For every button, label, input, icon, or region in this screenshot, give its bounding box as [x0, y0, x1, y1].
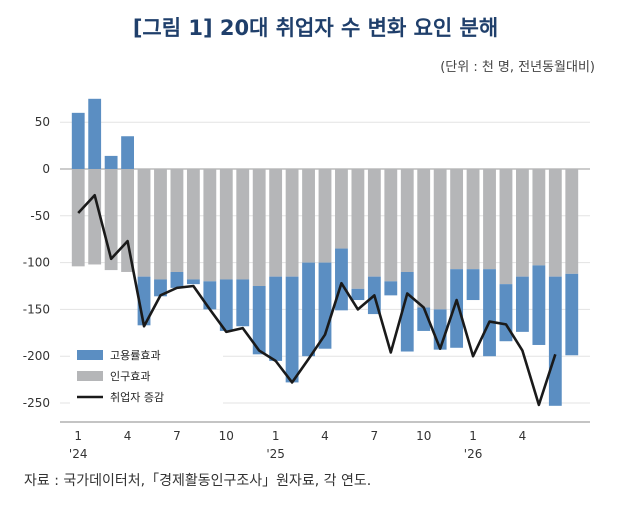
legend-population-swatch [77, 371, 103, 381]
legend-total-change-label: 취업자 증감 [110, 391, 164, 404]
bar-population [71, 169, 85, 267]
bar-population [154, 169, 167, 280]
bar-employment-rate [252, 286, 266, 355]
y-axis: 50 0 -50 -100 -150 -200 -250 [23, 115, 50, 410]
bar-population [483, 169, 496, 270]
x-tick-label: 1 [272, 429, 280, 443]
bar-population [186, 169, 200, 280]
bar-population [335, 169, 348, 249]
y-tick-label: 50 [35, 115, 50, 129]
legend-population-label: 인구효과 [110, 370, 150, 383]
bar-employment-rate [450, 269, 464, 348]
y-tick-label: -150 [23, 302, 50, 316]
bar-population [252, 169, 266, 286]
bar-population [400, 169, 414, 272]
bar-population [170, 169, 184, 272]
x-tick-label: 7 [371, 429, 379, 443]
bar-population [466, 169, 480, 270]
bar-employment-rate [186, 279, 200, 285]
bar-employment-rate [285, 276, 299, 383]
bar-population [302, 169, 315, 263]
bar-employment-rate [516, 276, 529, 332]
x-tick-label: 4 [321, 429, 329, 443]
bar-population [285, 169, 299, 277]
x-tick-label: 4 [519, 429, 527, 443]
y-tick-label: -200 [23, 349, 50, 363]
bar-population [417, 169, 431, 308]
bar-population [367, 169, 381, 277]
legend-employment-rate-label: 고용률효과 [110, 349, 161, 362]
x-year-label: '26 [464, 447, 483, 461]
bar-employment-rate [466, 269, 480, 301]
x-tick-label: 7 [173, 429, 181, 443]
bar-population [269, 169, 283, 277]
x-tick-label: 10 [416, 429, 431, 443]
x-tick-label: 4 [124, 429, 132, 443]
bar-employment-rate [269, 276, 283, 361]
x-year-label: '25 [266, 447, 285, 461]
legend-employment-rate-swatch [77, 350, 103, 360]
bar-population [236, 169, 250, 280]
bar-population [565, 169, 579, 274]
x-tick-label: 10 [219, 429, 234, 443]
bar-population [433, 169, 447, 310]
source-note: 자료 : 국가데이터처,「경제활동인구조사」원자료, 각 연도. [24, 473, 372, 489]
bar-population [516, 169, 529, 277]
y-tick-label: -100 [23, 256, 50, 270]
x-tick-label: 1 [469, 429, 477, 443]
bar-population [88, 169, 102, 265]
bar-employment-rate [400, 271, 414, 352]
bar-population [450, 169, 464, 270]
bar-employment-rate [548, 276, 562, 406]
x-year-label: '24 [69, 447, 88, 461]
bar-employment-rate [499, 284, 513, 342]
total-line-group [77, 193, 557, 407]
bar-population [121, 169, 134, 272]
bar-employment-rate [88, 98, 102, 169]
bar-employment-rate [351, 288, 365, 301]
bar-population [137, 169, 151, 277]
chart-title: [그림 1] 20대 취업자 수 변화 요인 분해 [132, 16, 499, 40]
y-tick-label: -50 [30, 209, 50, 223]
bar-employment-rate [433, 309, 447, 350]
bar-employment-rate [384, 281, 398, 296]
bar-population [318, 169, 332, 263]
bar-population [499, 169, 513, 285]
y-tick-label: 0 [42, 162, 50, 176]
bars [71, 98, 579, 406]
bar-employment-rate [170, 271, 184, 288]
x-axis: 1 4 7 10 1 4 7 10 1 4 '24 '25 '26 [69, 429, 526, 461]
bar-population [351, 169, 365, 289]
x-tick-label: 1 [74, 429, 82, 443]
bar-employment-rate [219, 279, 233, 331]
bar-population [203, 169, 217, 282]
unit-note: (단위 : 천 명, 전년동월대비) [440, 60, 595, 75]
bar-employment-rate [71, 112, 85, 169]
bar-employment-rate [236, 279, 250, 327]
bar-population [384, 169, 398, 282]
bar-population [532, 169, 546, 266]
bar-employment-rate [121, 136, 134, 169]
bar-employment-rate [203, 281, 217, 310]
bar-employment-rate [565, 273, 579, 356]
bar-employment-rate [104, 155, 118, 169]
total-change-line [77, 193, 557, 407]
bar-employment-rate [154, 279, 167, 297]
y-tick-label: -250 [23, 396, 50, 410]
bar-population [548, 169, 562, 277]
bar-employment-rate [532, 265, 546, 345]
bar-employment-rate [483, 269, 496, 357]
bar-population [219, 169, 233, 280]
bar-employment-rate [302, 262, 315, 357]
